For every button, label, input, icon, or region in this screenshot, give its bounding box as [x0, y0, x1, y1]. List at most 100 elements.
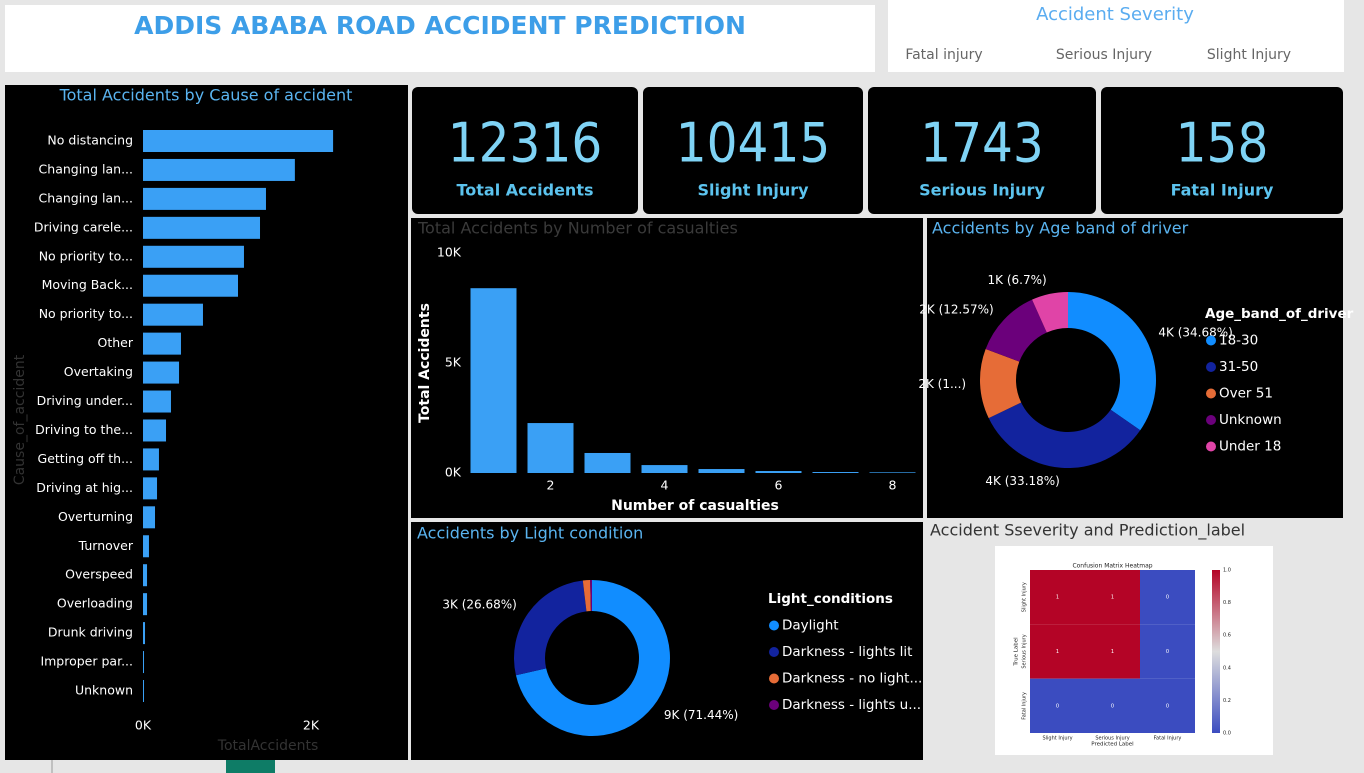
y-tick-label: Fatal Injury — [1022, 692, 1028, 720]
y-tick-label: Overspeed — [65, 567, 133, 582]
chart-title: Accidents by Age band of driver — [932, 219, 1189, 238]
heatmap-cell — [1085, 570, 1140, 625]
cell-label: 1 — [1056, 595, 1059, 601]
chart-title: Total Accidents by Cause of accident — [59, 86, 353, 105]
slicer-panel[interactable] — [888, 0, 1344, 72]
legend-swatch — [769, 620, 779, 631]
title-panel — [5, 5, 875, 72]
slicer-option[interactable]: Fatal injury — [905, 47, 982, 63]
donut-slice — [988, 402, 1141, 468]
data-label: 2K (12.57%) — [919, 303, 993, 317]
data-label: 1K (6.7%) — [988, 273, 1047, 287]
bar — [143, 477, 158, 500]
x-tick-label: 8 — [889, 478, 897, 493]
legend-swatch — [1206, 415, 1216, 425]
colorbar-tick-label: 0.4 — [1223, 665, 1231, 671]
heatmap-cell — [1140, 624, 1195, 679]
y-tick-label: 10K — [437, 245, 462, 260]
cell-label: 1 — [1111, 649, 1114, 655]
cell-label: 1 — [1111, 595, 1114, 601]
bar — [143, 680, 145, 702]
y-tick-label: Overtaking — [64, 364, 133, 379]
chart-title: Total Accidents by Number of casualties — [417, 219, 738, 238]
x-tick-label: Fatal Injury — [1154, 736, 1182, 742]
x-tick-label: 6 — [775, 478, 783, 493]
bar — [143, 651, 145, 674]
colorbar-tick-label: 0.6 — [1223, 633, 1231, 639]
kpi-card — [868, 87, 1096, 214]
y-tick-label: Driving under... — [37, 393, 133, 408]
kpi-label: Slight Injury — [697, 181, 809, 200]
bar — [143, 332, 181, 355]
colorbar-tick-label: 1.0 — [1223, 568, 1231, 574]
cell-label: 0 — [1111, 703, 1114, 709]
y-tick-label: Getting off th... — [38, 451, 133, 466]
kpi-value: 10415 — [676, 112, 831, 175]
bar — [143, 216, 261, 239]
legend-label: Darkness - no light... — [782, 671, 922, 687]
bar — [143, 158, 295, 181]
bar — [143, 448, 159, 471]
y-tick-label: Slight Injury — [1022, 582, 1028, 612]
bar — [143, 593, 148, 616]
bar — [143, 361, 180, 384]
slicer-option[interactable]: Slight Injury — [1207, 47, 1291, 63]
bar — [143, 564, 148, 587]
x-tick-label: 4 — [661, 478, 669, 493]
donut-slice — [514, 580, 587, 676]
x-tick-label: Slight Injury — [1042, 736, 1072, 742]
kpi-label: Total Accidents — [457, 181, 594, 200]
legend-title: Age_band_of_driver — [1205, 306, 1354, 322]
y-axis-label: Total Accidents — [417, 303, 433, 423]
y-tick-label: Unknown — [75, 683, 133, 698]
donut-slice — [582, 580, 591, 612]
cell-label: 0 — [1166, 703, 1169, 709]
y-tick-label: Moving Back... — [42, 277, 133, 292]
y-axis-label: True Label — [1014, 637, 1020, 667]
legend-swatch — [1206, 388, 1216, 399]
colorbar-tick-label: 0.8 — [1223, 600, 1231, 606]
kpi-card — [643, 87, 863, 214]
colorbar-tick-label: 0.0 — [1223, 731, 1231, 737]
colorbar-tick-label: 0.2 — [1223, 698, 1231, 704]
heatmap-cell — [1030, 678, 1085, 733]
cell-label: 0 — [1166, 649, 1169, 655]
y-tick-label: Drunk driving — [48, 625, 133, 640]
x-axis-label: Predicted Label — [1091, 742, 1134, 748]
heatmap-cell — [1085, 624, 1140, 679]
page-tab[interactable] — [226, 760, 275, 773]
donut-slice — [980, 348, 1022, 419]
slicer-title: Accident Severity — [1036, 4, 1194, 25]
donut-slice — [590, 580, 592, 612]
legend-swatch — [1206, 362, 1216, 372]
y-tick-label: Overloading — [57, 596, 133, 611]
legend-swatch — [769, 673, 779, 684]
y-tick-label: 5K — [445, 355, 462, 370]
bar — [143, 622, 146, 645]
slicer-option[interactable]: Serious Injury — [1056, 47, 1152, 63]
cell-label: 0 — [1056, 703, 1059, 709]
legend-label: 31-50 — [1219, 359, 1258, 375]
x-tick-label: 2K — [303, 718, 320, 733]
legend-swatch — [1206, 335, 1216, 346]
y-tick-label: No distancing — [47, 133, 133, 148]
legend-label: 18-30 — [1219, 333, 1258, 349]
legend-label: Under 18 — [1219, 439, 1281, 455]
x-tick-label: 0K — [135, 718, 152, 733]
data-label: 9K (71.44%) — [664, 708, 738, 722]
page-title: ADDIS ABABA ROAD ACCIDENT PREDICTION — [134, 11, 746, 40]
legend-title: Light_conditions — [768, 591, 893, 607]
legend-swatch — [1206, 441, 1216, 452]
legend-label: Daylight — [782, 618, 839, 634]
heatmap-cell — [1085, 678, 1140, 733]
y-tick-label: Changing lan... — [39, 190, 133, 205]
bar — [527, 423, 574, 473]
y-tick-label: Driving to the... — [35, 422, 133, 437]
bar — [698, 469, 745, 473]
data-label: 3K (26.68%) — [442, 597, 516, 611]
bar — [143, 187, 266, 210]
colorbar — [1212, 570, 1220, 733]
bar — [143, 130, 334, 152]
